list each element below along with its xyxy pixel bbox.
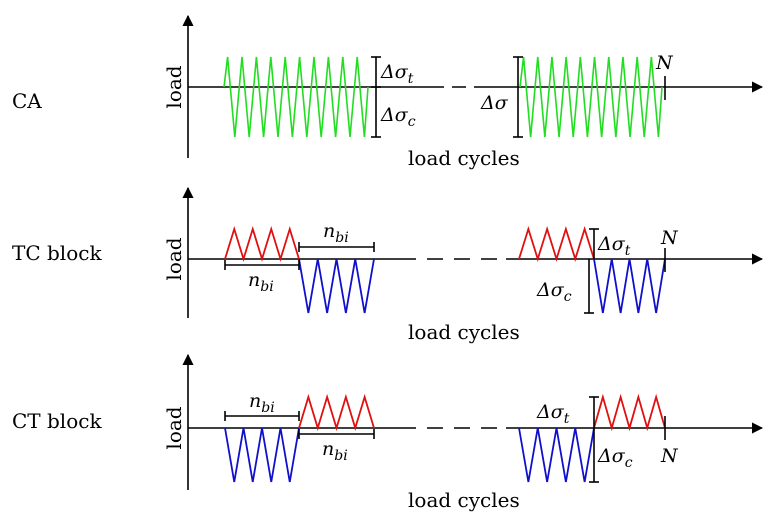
delta-sigma-c-ct: Δσc — [597, 445, 633, 471]
x-axis-label-tc: load cycles — [408, 320, 520, 344]
x-axis-label-ca: load cycles — [408, 146, 520, 170]
tension-block-ct-right — [593, 393, 666, 432]
y-axis-label-tc: load — [162, 237, 186, 280]
delta-sigma-t-ct: Δσt — [536, 401, 570, 427]
end-label-ca: N — [655, 52, 674, 74]
ca-wave-right — [519, 56, 663, 138]
compression-block-tc-right — [593, 258, 666, 314]
compression-block-ct-left — [224, 427, 300, 483]
waveform-line — [224, 225, 300, 263]
tension-block-tc-right — [518, 225, 595, 263]
ca-wave-left — [223, 56, 369, 138]
row-label-tc: TC block — [12, 241, 102, 265]
nbi-label-top-ct: nbi — [249, 390, 275, 416]
delta-sigma-t-ca: Δσt — [380, 61, 414, 87]
row-ca: CA load Δσt Δσc Δσ N load cycles — [12, 14, 764, 170]
compression-block-tc-left — [298, 258, 375, 314]
waveform-line — [298, 393, 375, 432]
waveform-line — [518, 427, 595, 483]
y-axis-label-ca: load — [162, 65, 186, 108]
waveform-line — [224, 427, 300, 483]
delta-sigma-t-tc: Δσt — [597, 233, 631, 259]
row-ct-block: CT block load nbi nbi Δσt Δσc N load cyc… — [12, 353, 764, 512]
nbi-label-bottom-ct: nbi — [322, 438, 348, 464]
y-axis-label-ct: load — [162, 406, 186, 449]
delta-sigma-c-tc: Δσc — [536, 279, 572, 305]
tension-block-tc-left — [224, 225, 300, 263]
compression-block-ct-right — [518, 427, 595, 483]
end-label-ct: N — [660, 445, 679, 467]
nbi-label-top-tc: nbi — [323, 220, 349, 246]
waveform-line — [518, 225, 595, 263]
row-label-ca: CA — [12, 89, 42, 113]
waveform-line — [593, 393, 666, 432]
end-label-tc: N — [660, 227, 679, 249]
x-axis-label-ct: load cycles — [408, 488, 520, 512]
ca-waveform-line — [223, 56, 369, 138]
row-label-ct: CT block — [12, 409, 102, 433]
tension-block-ct-left — [298, 393, 375, 432]
nbi-label-bottom-tc: nbi — [248, 269, 274, 295]
waveform-line — [593, 258, 666, 314]
waveform-line — [298, 258, 375, 314]
delta-sigma-ca: Δσ — [480, 92, 509, 114]
delta-sigma-c-ca: Δσc — [380, 104, 416, 130]
ca-waveform-line — [519, 56, 663, 138]
row-tc-block: TC block load nbi nbi Δσt Δσc N load cyc… — [12, 186, 764, 344]
